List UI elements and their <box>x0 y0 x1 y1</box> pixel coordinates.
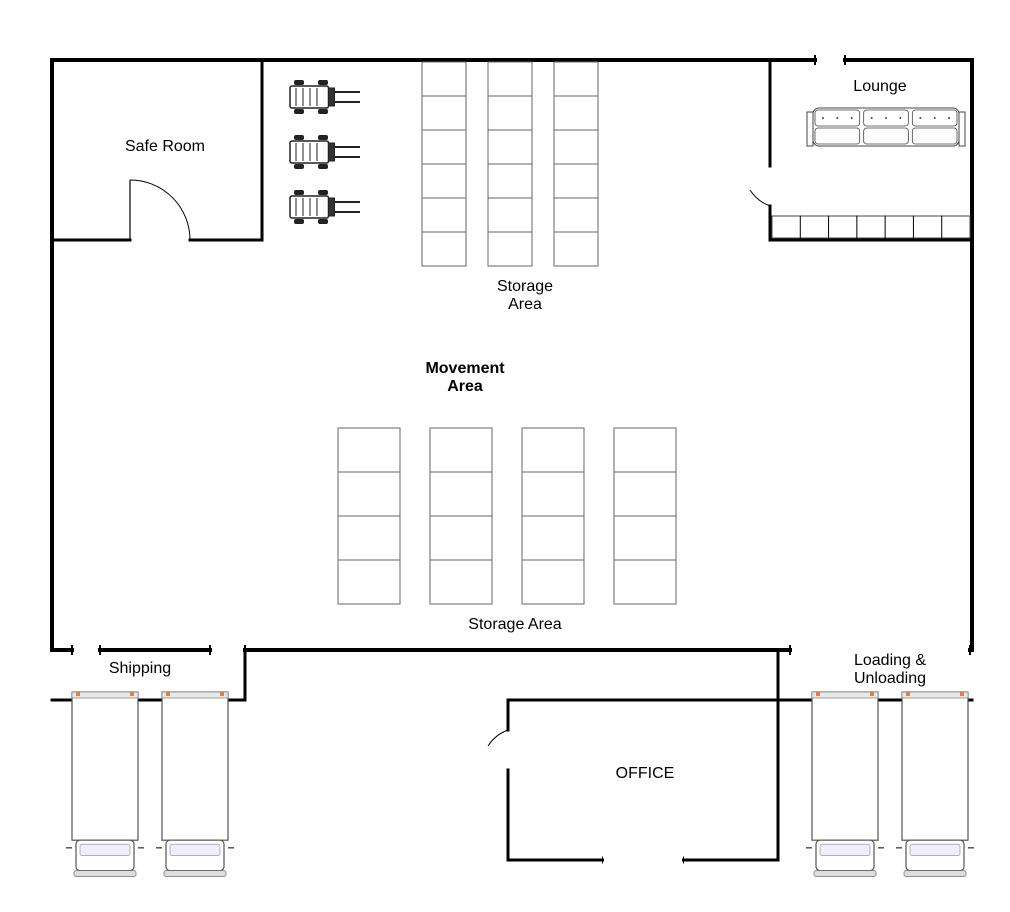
truck-icon <box>156 692 234 877</box>
label-storage-upper: Storage Area <box>465 278 585 314</box>
floorplan-canvas: Safe Room Storage Area Movement Area Storag… <box>0 0 1010 912</box>
label-shipping: Shipping <box>80 660 200 678</box>
forklift-icon <box>290 190 360 224</box>
label-safe-room: Safe Room <box>100 138 230 156</box>
truck-icon <box>66 692 144 877</box>
truck-icon <box>896 692 974 877</box>
truck-icon <box>806 692 884 877</box>
floorplan-svg <box>0 0 1010 912</box>
label-loading: Loading & Unloading <box>820 652 960 688</box>
label-office: OFFICE <box>585 765 705 783</box>
forklift-icon <box>290 135 360 169</box>
label-movement: Movement Area <box>365 360 565 396</box>
label-lounge: Lounge <box>820 78 940 96</box>
label-storage-lower: Storage Area <box>430 616 600 634</box>
forklift-icon <box>290 80 360 114</box>
